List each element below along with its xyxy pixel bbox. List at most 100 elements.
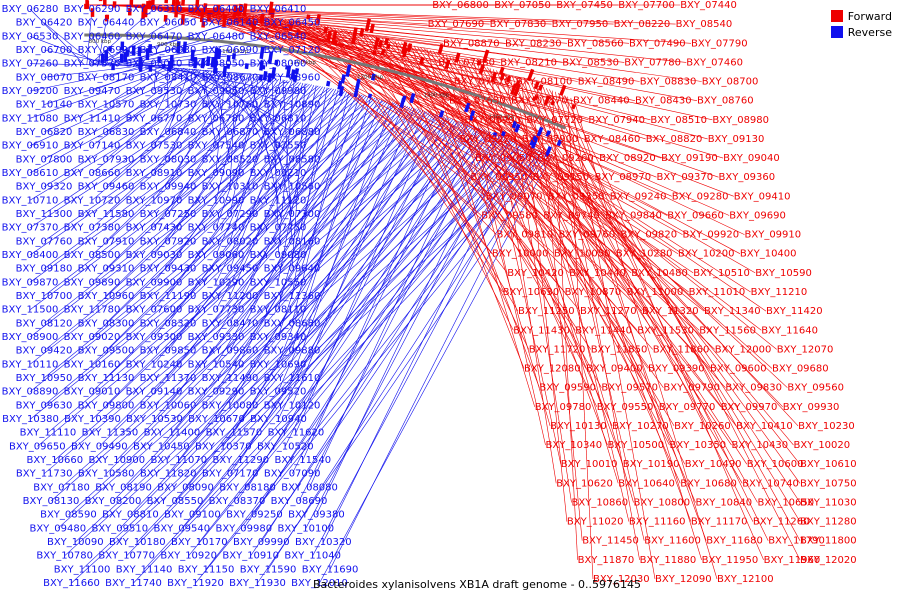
reverse-gene-label[interactable]: BXY_08080 [281, 482, 338, 493]
reverse-gene-label[interactable]: BXY_08060 [250, 59, 307, 70]
reverse-gene-label[interactable]: BXY_07180 [33, 482, 90, 493]
reverse-gene-label[interactable]: BXY_08190 [95, 482, 152, 493]
reverse-gene-label[interactable]: BXY_08110 [250, 305, 307, 316]
forward-gene-label[interactable]: BXY_08820 [646, 134, 703, 145]
forward-gene-label[interactable]: BXY_12070 [777, 344, 834, 355]
reverse-gene-label[interactable]: BXY_10450 [133, 441, 190, 452]
reverse-gene-label[interactable]: BXY_08170 [78, 72, 135, 83]
forward-gene-label[interactable]: BXY_10590 [755, 268, 812, 279]
forward-gene-label[interactable]: BXY_09920 [683, 230, 740, 241]
forward-gene-label[interactable]: BXY_09050 [475, 153, 532, 164]
forward-gene-label[interactable]: BXY_09810 [497, 230, 554, 241]
forward-gene-label[interactable]: BXY_08430 [635, 96, 692, 107]
reverse-gene-label[interactable]: BXY_08550 [147, 496, 204, 507]
forward-gene-label[interactable]: BXY_07050 [494, 0, 551, 11]
forward-gene-label[interactable]: BXY_09190 [661, 153, 718, 164]
reverse-gene-label[interactable]: BXY_11570 [206, 428, 263, 439]
reverse-gene-label[interactable]: BXY_08590 [40, 510, 97, 521]
reverse-gene-label[interactable]: BXY_10560 [264, 182, 321, 193]
forward-gene-label[interactable]: BXY_09570 [601, 383, 658, 394]
reverse-gene-label[interactable]: BXY_10720 [64, 195, 121, 206]
reverse-gene-label[interactable]: BXY_06540 [250, 31, 307, 42]
reverse-gene-label[interactable]: BXY_09380 [288, 510, 345, 521]
reverse-gene-label[interactable]: BXY_07120 [264, 45, 321, 56]
reverse-gene-label[interactable]: BXY_06290 [64, 4, 121, 15]
reverse-gene-label[interactable]: BXY_11140 [116, 564, 173, 575]
forward-gene-label[interactable]: BXY_10400 [740, 249, 797, 260]
reverse-gene-label[interactable]: BXY_10920 [160, 551, 217, 562]
reverse-gene-label[interactable]: BXY_11660 [43, 578, 100, 589]
reverse-gene-label[interactable]: BXY_10990 [188, 195, 245, 206]
forward-gene-label[interactable]: BXY_11440 [575, 325, 632, 336]
reverse-gene-label[interactable]: BXY_09320 [16, 182, 73, 193]
reverse-gene-label[interactable]: BXY_09520 [250, 387, 307, 398]
reverse-gene-label[interactable]: BXY_07300 [264, 209, 321, 220]
forward-gene-label[interactable]: BXY_08870 [443, 38, 500, 49]
reverse-gene-label[interactable]: BXY_09880 [264, 346, 321, 357]
reverse-gene-label[interactable]: BXY_08400 [2, 250, 59, 261]
forward-gene-label[interactable]: BXY_10350 [670, 440, 727, 451]
reverse-gene-label[interactable]: BXY_08120 [16, 318, 73, 329]
reverse-gene-label[interactable]: BXY_08320 [140, 318, 197, 329]
reverse-gene-label[interactable]: BXY_10240 [126, 359, 183, 370]
forward-gene-label[interactable]: BXY_09400 [586, 364, 643, 375]
reverse-gene-label[interactable]: BXY_10310 [202, 182, 259, 193]
forward-gene-label[interactable]: BXY_09560 [787, 383, 844, 394]
reverse-gene-label[interactable]: BXY_07750 [250, 223, 307, 234]
reverse-gene-label[interactable]: BXY_08660 [64, 168, 121, 179]
forward-gene-label[interactable]: BXY_11000 [627, 287, 684, 298]
forward-gene-label[interactable]: BXY_12100 [717, 574, 774, 585]
reverse-gene-label[interactable]: BXY_09510 [91, 523, 148, 534]
reverse-gene-label[interactable]: BXY_08670 [202, 72, 259, 83]
forward-gene-label[interactable]: BXY_07700 [618, 0, 675, 11]
reverse-gene-label[interactable]: BXY_06410 [250, 4, 307, 15]
reverse-gene-label[interactable]: BXY_09310 [78, 264, 135, 275]
reverse-gene-label[interactable]: BXY_10580 [78, 469, 135, 480]
forward-gene-label[interactable]: BXY_10000 [492, 249, 549, 260]
reverse-gene-label[interactable]: BXY_08520 [202, 154, 259, 165]
reverse-gene-label[interactable]: BXY_07370 [2, 223, 59, 234]
reverse-gene-label[interactable]: BXY_11080 [2, 113, 59, 124]
reverse-gene-label[interactable]: BXY_11120 [250, 195, 307, 206]
reverse-gene-label[interactable]: BXY_10370 [195, 441, 252, 452]
forward-gene-label[interactable]: BXY_10600 [747, 459, 804, 470]
forward-gene-label[interactable]: BXY_11800 [800, 536, 857, 547]
reverse-gene-label[interactable]: BXY_10770 [98, 551, 155, 562]
reverse-gene-label[interactable]: BXY_09540 [153, 523, 210, 534]
forward-gene-label[interactable]: BXY_08970 [595, 172, 652, 183]
forward-gene-label[interactable]: BXY_07690 [428, 19, 485, 30]
reverse-gene-label[interactable]: BXY_09800 [78, 400, 135, 411]
forward-gene-label[interactable]: BXY_10280 [616, 249, 673, 260]
reverse-gene-label[interactable]: BXY_11200 [202, 291, 259, 302]
forward-gene-label[interactable]: BXY_07830 [490, 19, 547, 30]
reverse-gene-label[interactable]: BXY_11620 [268, 428, 325, 439]
reverse-gene-label[interactable]: BXY_07290 [202, 209, 259, 220]
reverse-gene-label[interactable]: BXY_06770 [126, 113, 183, 124]
reverse-gene-label[interactable]: BXY_09020 [64, 332, 121, 343]
forward-gene-label[interactable]: BXY_09590 [539, 383, 596, 394]
reverse-gene-label[interactable]: BXY_11040 [284, 551, 341, 562]
reverse-gene-label[interactable]: BXY_10160 [64, 359, 121, 370]
reverse-gene-label[interactable]: BXY_11190 [140, 291, 197, 302]
forward-gene-label[interactable]: BXY_09410 [734, 191, 791, 202]
forward-gene-label[interactable]: BXY_08490 [578, 77, 635, 88]
forward-gene-label[interactable]: BXY_10010 [561, 459, 618, 470]
reverse-gene-label[interactable]: BXY_06880 [264, 127, 321, 138]
reverse-gene-label[interactable]: BXY_10180 [109, 537, 166, 548]
reverse-gene-label[interactable]: BXY_09630 [16, 400, 73, 411]
reverse-gene-label[interactable]: BXY_08030 [140, 154, 197, 165]
reverse-gene-label[interactable]: BXY_11580 [78, 209, 135, 220]
forward-gene-label[interactable]: BXY_10490 [685, 459, 742, 470]
forward-gene-label[interactable]: BXY_09280 [672, 191, 729, 202]
reverse-gene-label[interactable]: BXY_08160 [264, 236, 321, 247]
reverse-gene-label[interactable]: BXY_08470 [202, 318, 259, 329]
reverse-gene-label[interactable]: BXY_08500 [64, 250, 121, 261]
reverse-gene-label[interactable]: BXY_10380 [2, 414, 59, 425]
forward-gene-label[interactable]: BXY_10340 [546, 440, 603, 451]
forward-gene-label[interactable]: BXY_09360 [719, 172, 776, 183]
reverse-gene-label[interactable]: BXY_06440 [78, 18, 135, 29]
reverse-gene-label[interactable]: BXY_06450 [264, 18, 321, 29]
forward-gene-label[interactable]: BXY_08510 [650, 115, 707, 126]
reverse-gene-label[interactable]: BXY_10710 [2, 195, 59, 206]
reverse-gene-label[interactable]: BXY_09420 [16, 346, 73, 357]
